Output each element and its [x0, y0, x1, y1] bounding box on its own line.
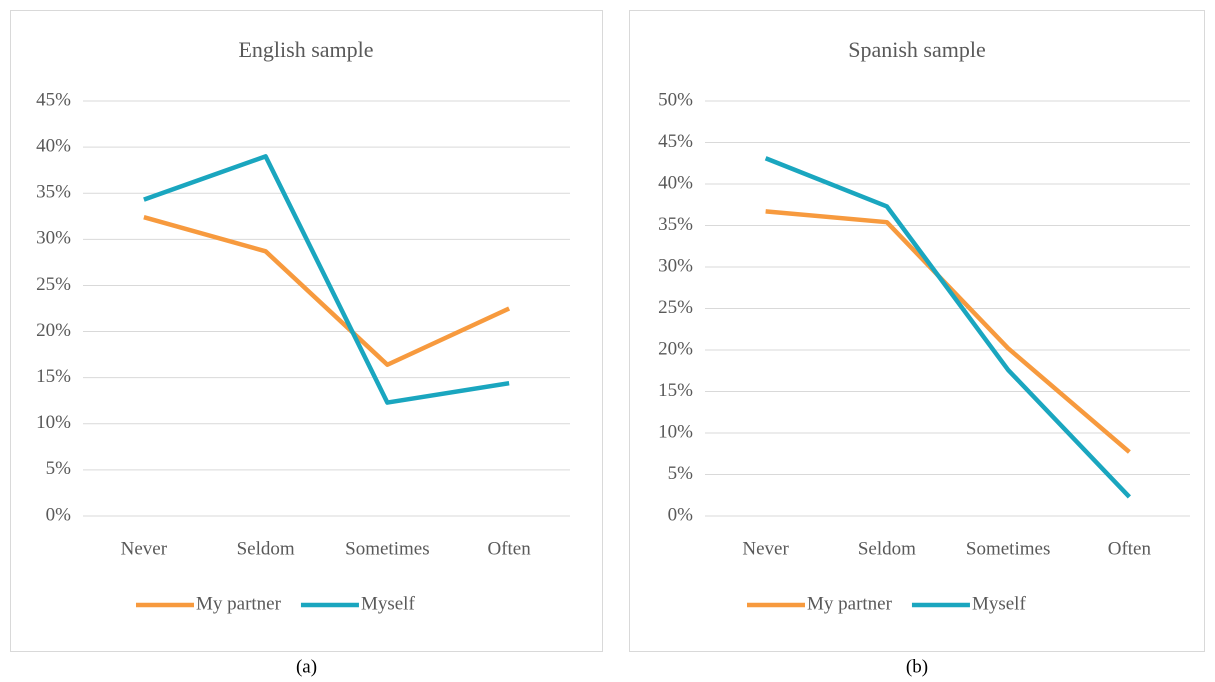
- x-tick-label: Seldom: [237, 538, 295, 559]
- y-tick-label: 25%: [36, 274, 71, 295]
- y-tick-label: 35%: [658, 214, 693, 235]
- y-tick-label: 20%: [36, 320, 71, 341]
- y-tick-label: 10%: [36, 412, 71, 433]
- y-tick-label: 5%: [46, 458, 72, 479]
- legend-label: My partner: [807, 593, 893, 614]
- y-tick-label: 35%: [36, 182, 71, 203]
- panel-frame: [10, 10, 603, 652]
- y-tick-label: 30%: [36, 228, 71, 249]
- y-tick-label: 45%: [658, 131, 693, 152]
- chart-title: Spanish sample: [848, 37, 986, 62]
- x-tick-label: Often: [1108, 538, 1152, 559]
- x-tick-label: Often: [487, 538, 531, 559]
- panel-frame: [629, 10, 1205, 652]
- y-tick-label: 0%: [46, 504, 72, 525]
- y-tick-label: 10%: [658, 421, 693, 442]
- y-tick-label: 20%: [658, 338, 693, 359]
- x-tick-label: Sometimes: [345, 538, 429, 559]
- y-tick-label: 40%: [36, 135, 71, 156]
- x-tick-label: Never: [121, 538, 168, 559]
- caption: (a): [296, 656, 317, 677]
- line-series: [143, 215, 511, 368]
- x-tick-label: Never: [742, 538, 789, 559]
- y-tick-label: 15%: [658, 380, 693, 401]
- y-tick-label: 5%: [668, 463, 694, 484]
- x-tick-label: Seldom: [858, 538, 916, 559]
- legend-label: Myself: [361, 593, 416, 614]
- line-series: [143, 154, 510, 405]
- legend-label: My partner: [196, 593, 282, 614]
- caption: (b): [906, 656, 928, 677]
- x-tick-label: Sometimes: [966, 538, 1050, 559]
- y-tick-label: 50%: [658, 89, 693, 110]
- legend-label: Myself: [972, 593, 1027, 614]
- y-tick-label: 40%: [658, 172, 693, 193]
- line-series: [764, 156, 1132, 499]
- y-tick-label: 15%: [36, 366, 71, 387]
- y-tick-label: 30%: [658, 255, 693, 276]
- y-tick-label: 45%: [36, 89, 71, 110]
- chart-title: English sample: [238, 37, 373, 62]
- y-tick-label: 0%: [668, 504, 694, 525]
- y-tick-label: 25%: [658, 297, 693, 318]
